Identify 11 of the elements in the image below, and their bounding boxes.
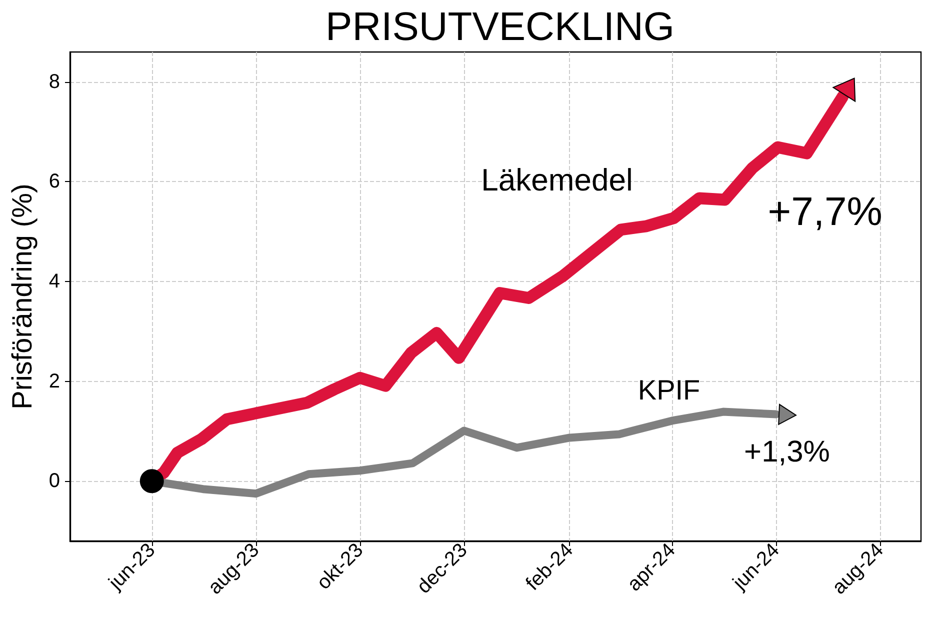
y-tick-label: 0 — [48, 470, 60, 492]
series-label: KPIF — [638, 374, 700, 406]
annotation: +1,3% — [744, 436, 830, 468]
series-label: Läkemedel — [481, 162, 633, 198]
y-tick-label: 6 — [48, 170, 60, 193]
chart-title: PRISUTVECKLING — [326, 5, 674, 49]
y-tick-label: 2 — [48, 370, 60, 392]
y-tick-label: 4 — [48, 270, 60, 293]
y-tick-label: 8 — [48, 70, 60, 93]
y-axis-title: Prisförändring (%) — [6, 184, 38, 410]
annotation: +7,7% — [768, 190, 882, 234]
